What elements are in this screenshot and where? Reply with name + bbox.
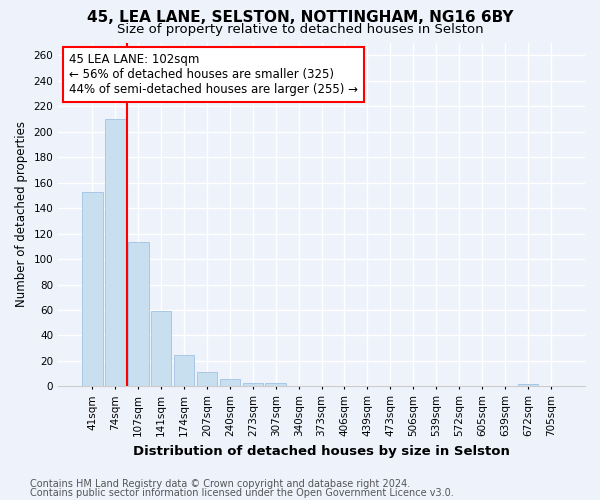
X-axis label: Distribution of detached houses by size in Selston: Distribution of detached houses by size …	[133, 444, 510, 458]
Y-axis label: Number of detached properties: Number of detached properties	[15, 122, 28, 308]
Text: 45, LEA LANE, SELSTON, NOTTINGHAM, NG16 6BY: 45, LEA LANE, SELSTON, NOTTINGHAM, NG16 …	[87, 10, 513, 25]
Bar	[128, 242, 149, 386]
Bar	[518, 384, 538, 386]
Bar	[220, 379, 240, 386]
Text: 45 LEA LANE: 102sqm
← 56% of detached houses are smaller (325)
44% of semi-detac: 45 LEA LANE: 102sqm ← 56% of detached ho…	[69, 53, 358, 96]
Bar	[265, 382, 286, 386]
Bar	[151, 312, 172, 386]
Text: Contains public sector information licensed under the Open Government Licence v3: Contains public sector information licen…	[30, 488, 454, 498]
Bar	[242, 382, 263, 386]
Text: Contains HM Land Registry data © Crown copyright and database right 2024.: Contains HM Land Registry data © Crown c…	[30, 479, 410, 489]
Bar	[105, 119, 125, 386]
Bar	[197, 372, 217, 386]
Bar	[82, 192, 103, 386]
Text: Size of property relative to detached houses in Selston: Size of property relative to detached ho…	[116, 22, 484, 36]
Bar	[174, 354, 194, 386]
